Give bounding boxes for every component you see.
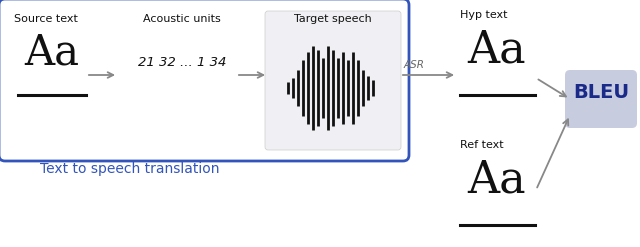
Text: Source text: Source text (14, 14, 78, 24)
FancyBboxPatch shape (265, 11, 401, 150)
Text: BLEU: BLEU (573, 83, 629, 102)
Text: Aa: Aa (24, 32, 79, 74)
Text: ASR: ASR (404, 60, 425, 70)
Text: Hyp text: Hyp text (460, 10, 508, 20)
FancyBboxPatch shape (0, 0, 409, 161)
Text: Acoustic units: Acoustic units (143, 14, 221, 24)
Text: Aa: Aa (468, 28, 526, 71)
Text: Ref text: Ref text (460, 140, 504, 150)
Text: 21 32 ... 1 34: 21 32 ... 1 34 (138, 56, 226, 69)
Text: Text to speech translation: Text to speech translation (40, 162, 220, 176)
Text: Aa: Aa (468, 158, 526, 201)
Text: Target speech: Target speech (294, 14, 372, 24)
FancyBboxPatch shape (565, 70, 637, 128)
